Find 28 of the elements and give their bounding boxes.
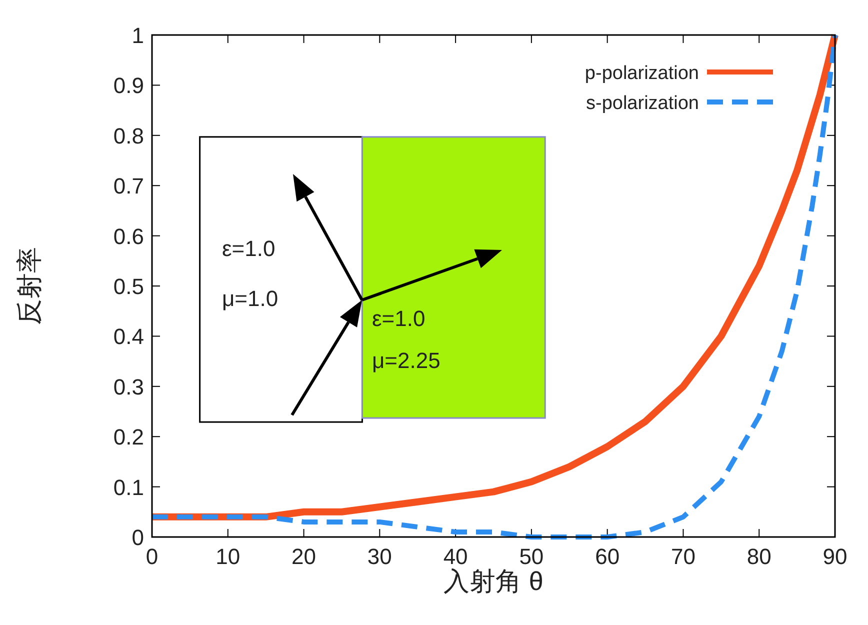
x-tick-label: 50 <box>519 544 544 569</box>
x-tick-label: 80 <box>746 544 772 569</box>
x-axis-title: 入射角 θ <box>444 566 544 596</box>
x-tick-label: 90 <box>822 544 848 569</box>
y-tick-label: 0.4 <box>113 324 144 350</box>
y-axis-title: 反射率 <box>14 247 44 325</box>
y-tick-label: 0.2 <box>113 424 144 450</box>
annotation: μ=1.0 <box>222 286 278 311</box>
y-tick-label: 0.9 <box>113 73 144 98</box>
x-tick-label: 70 <box>670 544 696 569</box>
legend-label: s-polarization <box>586 93 699 114</box>
x-tick-label: 30 <box>367 544 392 569</box>
annotation: ε=1.0 <box>372 306 426 331</box>
y-tick-label: 0.3 <box>113 374 144 400</box>
x-tick-label: 60 <box>595 544 620 569</box>
y-tick-label: 0.5 <box>113 274 144 299</box>
annotation: ε=1.0 <box>222 236 276 261</box>
annotation: μ=2.25 <box>372 348 440 373</box>
x-tick-label: 40 <box>443 544 468 569</box>
y-tick-label: 0.6 <box>113 224 144 249</box>
legend-label: p-polarization <box>584 63 699 84</box>
y-tick-label: 1 <box>132 23 144 48</box>
y-tick-label: 0.7 <box>113 174 144 199</box>
y-tick-label: 0 <box>132 525 144 550</box>
x-tick-label: 10 <box>216 544 240 569</box>
x-tick-label: 20 <box>292 544 316 569</box>
y-tick-label: 0.1 <box>113 474 144 500</box>
y-tick-label: 0.8 <box>113 123 144 148</box>
